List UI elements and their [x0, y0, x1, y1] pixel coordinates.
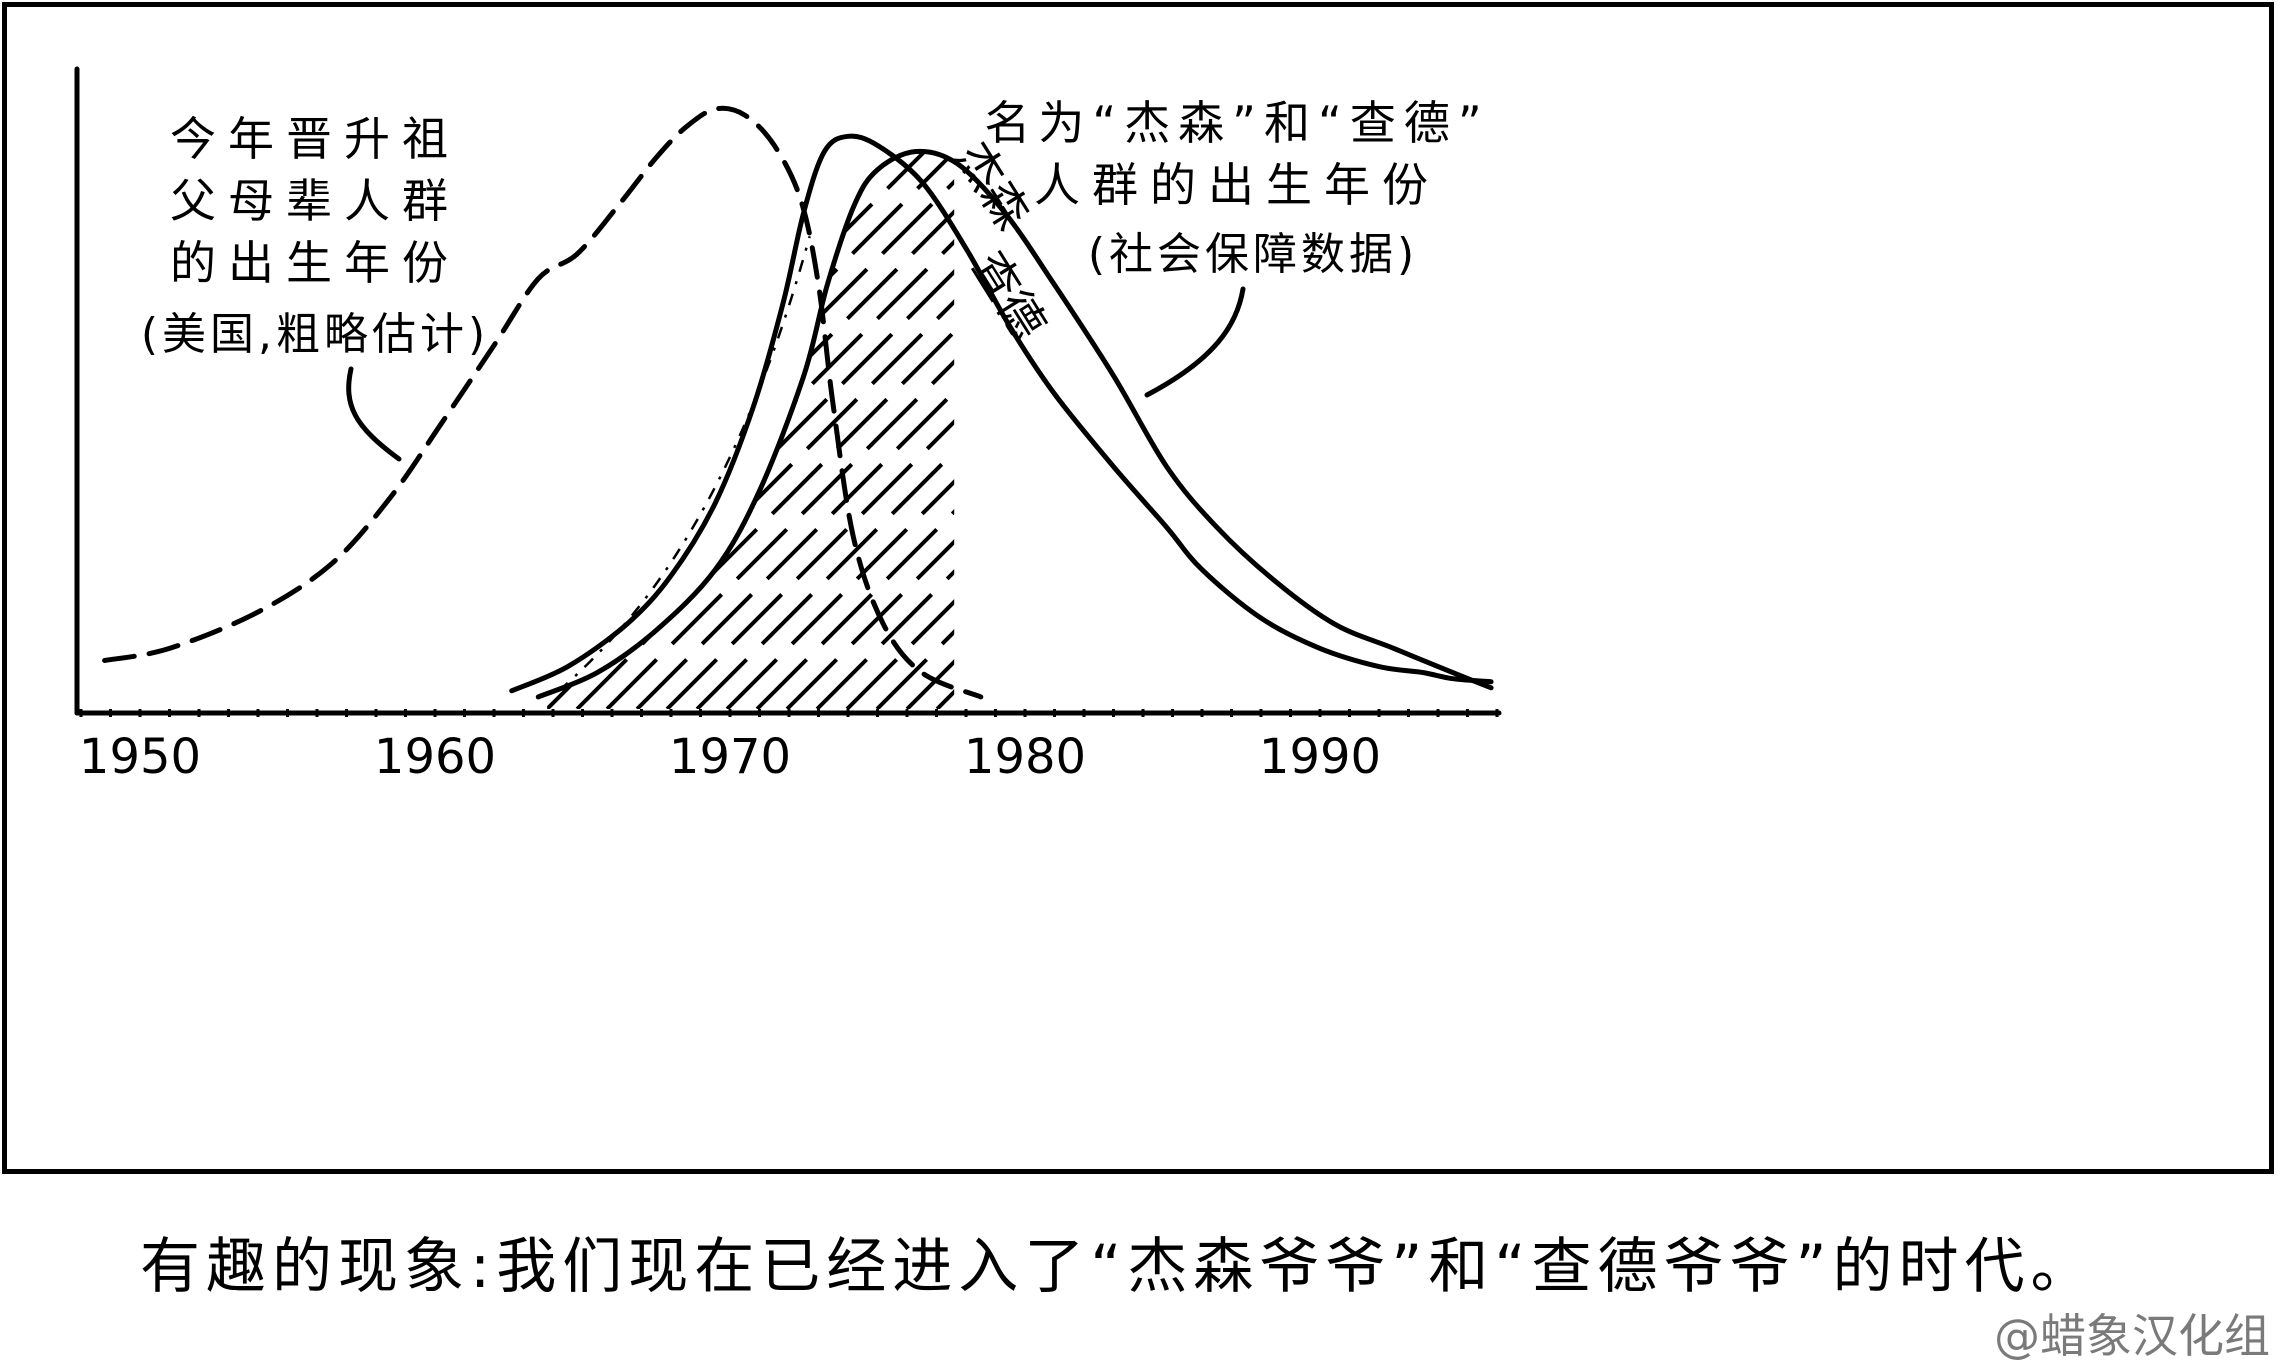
- hatch-line: [1507, 89, 2127, 709]
- names-label-line-2: 人群的出生年份: [1034, 158, 1440, 212]
- birth-year-chart: 1950 1960 1970 1980 1990 今年晋升祖 父母辈人群 的出生年份 (…: [7, 66, 2269, 785]
- hatch-line: [7, 89, 117, 709]
- series-line-grandparents: [102, 105, 984, 700]
- hatch-line: [785, 151, 955, 710]
- hatch-line: [2167, 89, 2269, 709]
- hatch-line: [695, 151, 955, 710]
- names-pointer: [1144, 286, 1246, 398]
- hatch-line: [1477, 89, 2097, 709]
- hatch-line: [1987, 89, 2269, 709]
- hatch-line: [1687, 89, 2269, 709]
- hatch-line: [665, 151, 955, 710]
- hatch-line: [1897, 89, 2269, 709]
- hatch-line: [1357, 89, 1977, 709]
- hatch-line: [1807, 89, 2269, 709]
- hatch-line: [7, 89, 57, 709]
- series-line-chad: [535, 148, 1494, 700]
- names-label-line-1: 名为“杰森”和“查德”: [984, 96, 1489, 150]
- hatch-line: [1567, 89, 2187, 709]
- hatch-line: [1927, 89, 2269, 709]
- hatch-line: [1627, 89, 2247, 709]
- hatch-line: [1867, 89, 2269, 709]
- hatch-line: [1747, 89, 2269, 709]
- comic-panel: 1950 1960 1970 1980 1990 今年晋升祖 父母辈人群 的出生年份 (…: [2, 2, 2274, 1174]
- hatch-line: [2077, 89, 2269, 709]
- hatch-line: [1387, 89, 2007, 709]
- x-tick-labels: 1950 1960 1970 1980 1990: [79, 729, 1381, 785]
- hatch-line: [2257, 89, 2269, 709]
- hatch-line: [815, 151, 955, 710]
- hatch-line: [2197, 89, 2269, 709]
- hatch-line: [2017, 89, 2269, 709]
- names-note: (社会保障数据): [1088, 229, 1418, 280]
- grandparents-label-line-3: 的出生年份: [170, 236, 460, 290]
- hatch-line: [845, 151, 955, 710]
- credit-watermark: @蜡象汉化组: [1994, 1309, 2270, 1363]
- hatch-line: [1417, 89, 2037, 709]
- hatch-line: [2107, 89, 2269, 709]
- hatch-line: [1837, 89, 2269, 709]
- hatch-line: [635, 151, 955, 710]
- hatch-line: [755, 151, 955, 710]
- grandparents-label-line-1: 今年晋升祖: [170, 112, 460, 166]
- hatch-line: [2227, 89, 2269, 709]
- hatch-line: [2137, 89, 2269, 709]
- x-tick-label-1950: 1950: [79, 729, 201, 785]
- hatch-line: [2047, 89, 2269, 709]
- grandparents-note: (美国,粗略估计): [141, 309, 489, 360]
- x-tick-label-1970: 1970: [669, 729, 791, 785]
- grandparents-pointer: [346, 366, 402, 462]
- x-tick-label-1960: 1960: [374, 729, 496, 785]
- hatch-line: [1717, 89, 2269, 709]
- x-minor-ticks: [79, 709, 1499, 717]
- series-label-chad: 查德: [962, 242, 1057, 349]
- hatch-line: [547, 151, 955, 710]
- hatch-line: [7, 89, 27, 709]
- x-tick-label-1990: 1990: [1259, 729, 1381, 785]
- hatch-line: [1447, 89, 2067, 709]
- hatch-line: [725, 151, 955, 710]
- x-tick-label-1980: 1980: [964, 729, 1086, 785]
- grandparents-label-line-2: 父母辈人群: [170, 174, 460, 228]
- hatch-line: [605, 151, 955, 710]
- caption: 有趣的现象:我们现在已经进入了“杰森爷爷”和“查德爷爷”的时代。: [140, 1232, 2097, 1302]
- hatch-line: [1957, 89, 2269, 709]
- hatch-line: [1597, 89, 2217, 709]
- series-line-jason: [509, 133, 1494, 694]
- hatch-line: [1537, 89, 2157, 709]
- hatch-line: [1777, 89, 2269, 709]
- hatch-line: [1657, 89, 2269, 709]
- hatch-line: [7, 89, 177, 709]
